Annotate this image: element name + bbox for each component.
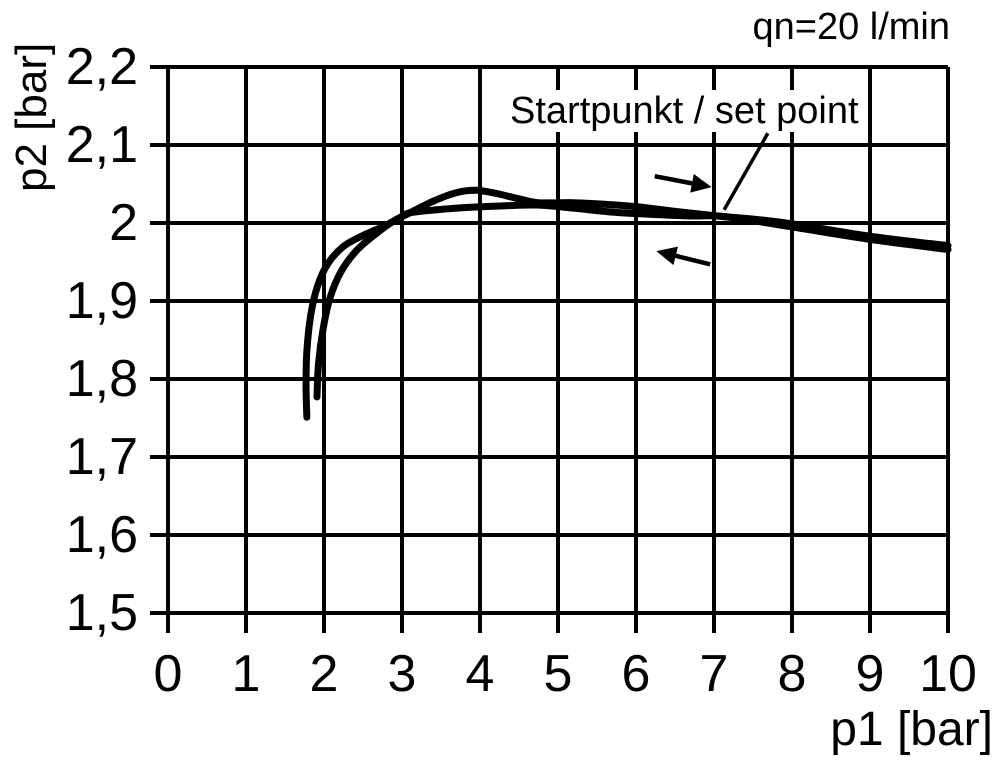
x-tick-label: 2 [309,645,339,703]
y-tick-label: 1,9 [65,272,138,330]
arrow-head-left-icon [656,246,678,266]
y-tick-label: 1,6 [65,506,138,564]
x-tick-label: 10 [919,645,977,703]
x-tick-label: 0 [153,645,183,703]
arrow-shaft-left [675,253,711,267]
set-point-annotation: Startpunkt / set point [506,90,863,132]
y-tick-label: 1,8 [65,350,138,408]
set-point-leader-line [722,132,770,211]
y-tick-label: 1,7 [65,428,138,486]
x-axis-title: p1 [bar] [830,703,993,756]
x-tick-label: 6 [621,645,651,703]
y-tick-label: 2,1 [65,116,138,174]
y-tick-label: 2 [109,194,138,252]
hysteresis-curves [302,186,952,421]
x-tick-label: 3 [387,645,417,703]
curve-leftward [302,201,952,421]
arrow-shaft-right [654,173,693,186]
x-tick-label: 5 [543,645,573,703]
y-tick-label: 1,5 [65,584,138,642]
gridlines [150,65,950,633]
flow-rate-annotation: qn=20 l/min [752,6,950,48]
x-tick-label: 1 [231,645,261,703]
x-tick-label: 9 [855,645,885,703]
arrow-annotations [654,132,770,267]
arrow-head-right-icon [690,174,712,193]
x-tick-label: 7 [699,645,729,703]
y-tick-label: 2,2 [65,38,138,96]
x-tick-label: 8 [777,645,807,703]
x-tick-label: 4 [465,645,495,703]
